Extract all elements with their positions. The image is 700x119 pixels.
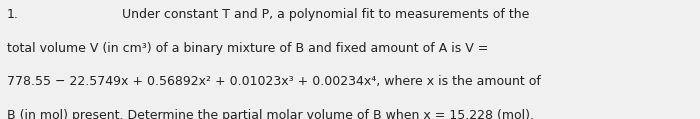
Text: B (in mol) present. Determine the partial molar volume of B when x = 15.228 (mol: B (in mol) present. Determine the partia… xyxy=(7,109,534,119)
Text: total volume V (in cm³) of a binary mixture of B and fixed amount of A is V =: total volume V (in cm³) of a binary mixt… xyxy=(7,42,489,55)
Text: 778.55 − 22.5749x + 0.56892x² + 0.01023x³ + 0.00234x⁴, where x is the amount of: 778.55 − 22.5749x + 0.56892x² + 0.01023x… xyxy=(7,75,541,88)
Text: 1.: 1. xyxy=(7,8,19,21)
Text: Under constant T and P, a polynomial fit to measurements of the: Under constant T and P, a polynomial fit… xyxy=(122,8,530,21)
